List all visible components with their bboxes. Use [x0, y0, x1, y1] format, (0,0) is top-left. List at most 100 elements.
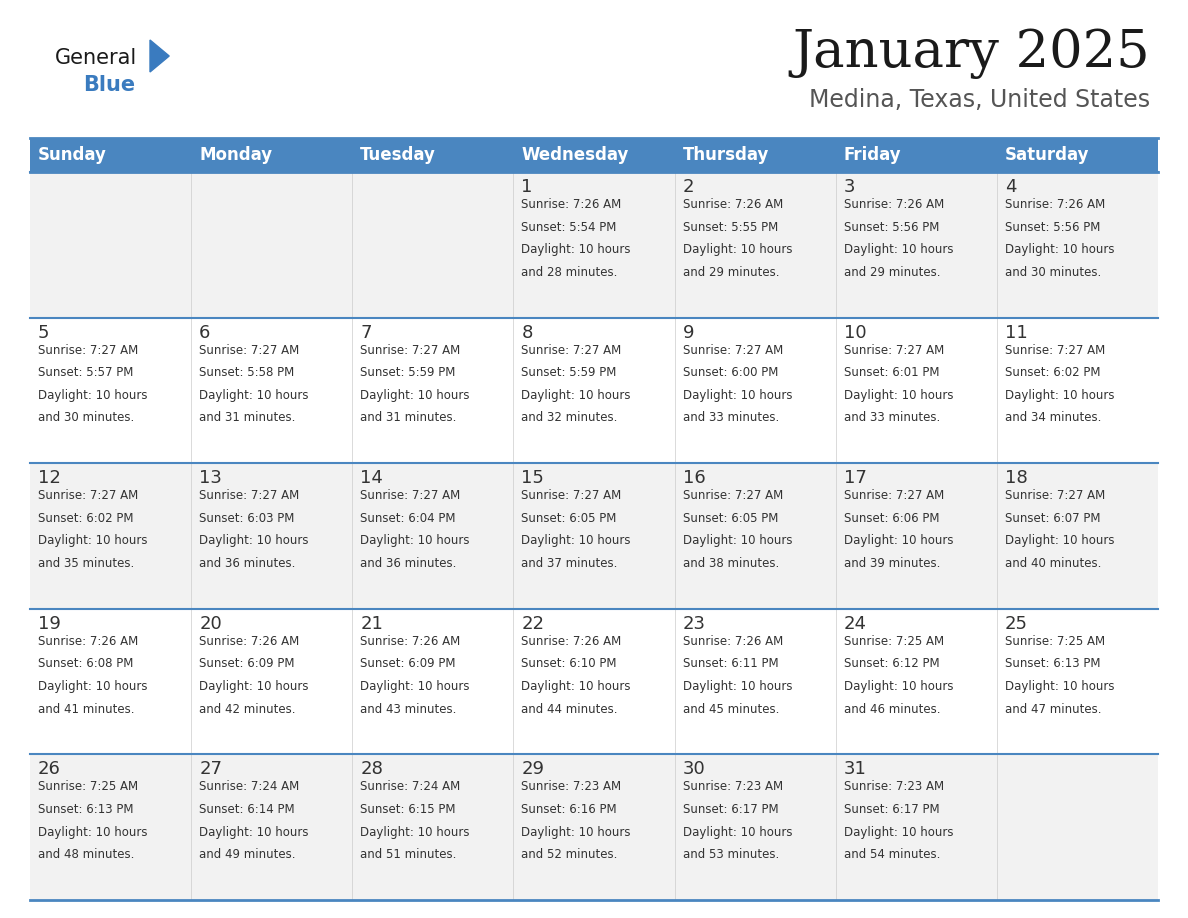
Bar — [353, 318, 513, 464]
Text: Daylight: 10 hours: Daylight: 10 hours — [683, 825, 792, 838]
Text: 15: 15 — [522, 469, 544, 487]
Text: Sunset: 6:02 PM: Sunset: 6:02 PM — [1005, 366, 1100, 379]
Bar — [353, 138, 513, 172]
Bar — [30, 609, 191, 755]
Text: Sunrise: 7:27 AM: Sunrise: 7:27 AM — [522, 489, 621, 502]
Bar — [30, 318, 191, 464]
Text: Daylight: 10 hours: Daylight: 10 hours — [522, 825, 631, 838]
Bar — [513, 464, 675, 609]
Bar — [191, 318, 353, 464]
Text: Daylight: 10 hours: Daylight: 10 hours — [360, 534, 469, 547]
Bar — [30, 172, 191, 318]
Text: 13: 13 — [200, 469, 222, 487]
Text: 9: 9 — [683, 324, 694, 341]
Text: Daylight: 10 hours: Daylight: 10 hours — [360, 680, 469, 693]
Bar — [675, 138, 835, 172]
Text: 14: 14 — [360, 469, 384, 487]
Text: Sunset: 6:13 PM: Sunset: 6:13 PM — [1005, 657, 1100, 670]
Text: Monday: Monday — [200, 146, 272, 164]
Bar — [675, 318, 835, 464]
Text: and 37 minutes.: and 37 minutes. — [522, 557, 618, 570]
Text: and 30 minutes.: and 30 minutes. — [1005, 265, 1101, 279]
Text: Sunrise: 7:27 AM: Sunrise: 7:27 AM — [843, 489, 944, 502]
Text: Sunrise: 7:27 AM: Sunrise: 7:27 AM — [522, 343, 621, 356]
Bar — [30, 464, 191, 609]
Bar — [835, 755, 997, 900]
Text: Daylight: 10 hours: Daylight: 10 hours — [1005, 534, 1114, 547]
Text: Medina, Texas, United States: Medina, Texas, United States — [809, 88, 1150, 112]
Bar — [30, 755, 191, 900]
Bar — [997, 318, 1158, 464]
Text: Daylight: 10 hours: Daylight: 10 hours — [843, 388, 953, 402]
Text: Sunset: 5:58 PM: Sunset: 5:58 PM — [200, 366, 295, 379]
Text: 11: 11 — [1005, 324, 1028, 341]
Bar — [191, 755, 353, 900]
Text: Daylight: 10 hours: Daylight: 10 hours — [522, 534, 631, 547]
Bar — [997, 464, 1158, 609]
Bar — [675, 609, 835, 755]
Text: Daylight: 10 hours: Daylight: 10 hours — [1005, 680, 1114, 693]
Polygon shape — [150, 40, 169, 72]
Text: Sunrise: 7:26 AM: Sunrise: 7:26 AM — [360, 635, 461, 648]
Text: Sunrise: 7:26 AM: Sunrise: 7:26 AM — [683, 198, 783, 211]
Text: Sunset: 6:12 PM: Sunset: 6:12 PM — [843, 657, 940, 670]
Text: and 53 minutes.: and 53 minutes. — [683, 848, 779, 861]
Text: 18: 18 — [1005, 469, 1028, 487]
Text: and 39 minutes.: and 39 minutes. — [843, 557, 940, 570]
Text: 4: 4 — [1005, 178, 1017, 196]
Text: 31: 31 — [843, 760, 866, 778]
Bar — [835, 172, 997, 318]
Text: Sunset: 6:06 PM: Sunset: 6:06 PM — [843, 511, 940, 525]
Text: Tuesday: Tuesday — [360, 146, 436, 164]
Text: 5: 5 — [38, 324, 50, 341]
Bar — [513, 318, 675, 464]
Text: Sunset: 6:13 PM: Sunset: 6:13 PM — [38, 803, 133, 816]
Text: Daylight: 10 hours: Daylight: 10 hours — [683, 680, 792, 693]
Bar — [353, 755, 513, 900]
Text: Sunrise: 7:27 AM: Sunrise: 7:27 AM — [360, 343, 461, 356]
Text: 28: 28 — [360, 760, 384, 778]
Text: Sunrise: 7:27 AM: Sunrise: 7:27 AM — [200, 343, 299, 356]
Text: and 33 minutes.: and 33 minutes. — [843, 411, 940, 424]
Text: 19: 19 — [38, 615, 61, 633]
Text: 8: 8 — [522, 324, 532, 341]
Bar — [191, 609, 353, 755]
Text: Sunrise: 7:26 AM: Sunrise: 7:26 AM — [522, 198, 621, 211]
Text: General: General — [55, 48, 138, 68]
Text: Daylight: 10 hours: Daylight: 10 hours — [683, 534, 792, 547]
Text: Daylight: 10 hours: Daylight: 10 hours — [1005, 243, 1114, 256]
Text: and 42 minutes.: and 42 minutes. — [200, 702, 296, 715]
Bar — [513, 138, 675, 172]
Bar — [353, 464, 513, 609]
Text: Sunset: 5:54 PM: Sunset: 5:54 PM — [522, 220, 617, 233]
Text: Sunrise: 7:24 AM: Sunrise: 7:24 AM — [200, 780, 299, 793]
Text: Sunset: 5:59 PM: Sunset: 5:59 PM — [360, 366, 456, 379]
Text: Daylight: 10 hours: Daylight: 10 hours — [38, 534, 147, 547]
Text: and 52 minutes.: and 52 minutes. — [522, 848, 618, 861]
Text: Friday: Friday — [843, 146, 902, 164]
Text: Sunset: 5:56 PM: Sunset: 5:56 PM — [1005, 220, 1100, 233]
Text: Sunset: 6:16 PM: Sunset: 6:16 PM — [522, 803, 617, 816]
Text: 17: 17 — [843, 469, 866, 487]
Text: and 47 minutes.: and 47 minutes. — [1005, 702, 1101, 715]
Text: and 49 minutes.: and 49 minutes. — [200, 848, 296, 861]
Text: Sunset: 6:05 PM: Sunset: 6:05 PM — [522, 511, 617, 525]
Text: and 32 minutes.: and 32 minutes. — [522, 411, 618, 424]
Text: Sunrise: 7:26 AM: Sunrise: 7:26 AM — [683, 635, 783, 648]
Text: Daylight: 10 hours: Daylight: 10 hours — [843, 534, 953, 547]
Text: Blue: Blue — [83, 75, 135, 95]
Bar — [997, 138, 1158, 172]
Text: Sunset: 6:11 PM: Sunset: 6:11 PM — [683, 657, 778, 670]
Text: and 28 minutes.: and 28 minutes. — [522, 265, 618, 279]
Text: and 31 minutes.: and 31 minutes. — [360, 411, 456, 424]
Text: Sunrise: 7:23 AM: Sunrise: 7:23 AM — [683, 780, 783, 793]
Text: Sunrise: 7:23 AM: Sunrise: 7:23 AM — [843, 780, 943, 793]
Text: Daylight: 10 hours: Daylight: 10 hours — [38, 825, 147, 838]
Text: and 43 minutes.: and 43 minutes. — [360, 702, 456, 715]
Text: and 54 minutes.: and 54 minutes. — [843, 848, 940, 861]
Bar — [513, 755, 675, 900]
Bar — [353, 609, 513, 755]
Text: Thursday: Thursday — [683, 146, 769, 164]
Text: Sunset: 6:00 PM: Sunset: 6:00 PM — [683, 366, 778, 379]
Text: Daylight: 10 hours: Daylight: 10 hours — [522, 243, 631, 256]
